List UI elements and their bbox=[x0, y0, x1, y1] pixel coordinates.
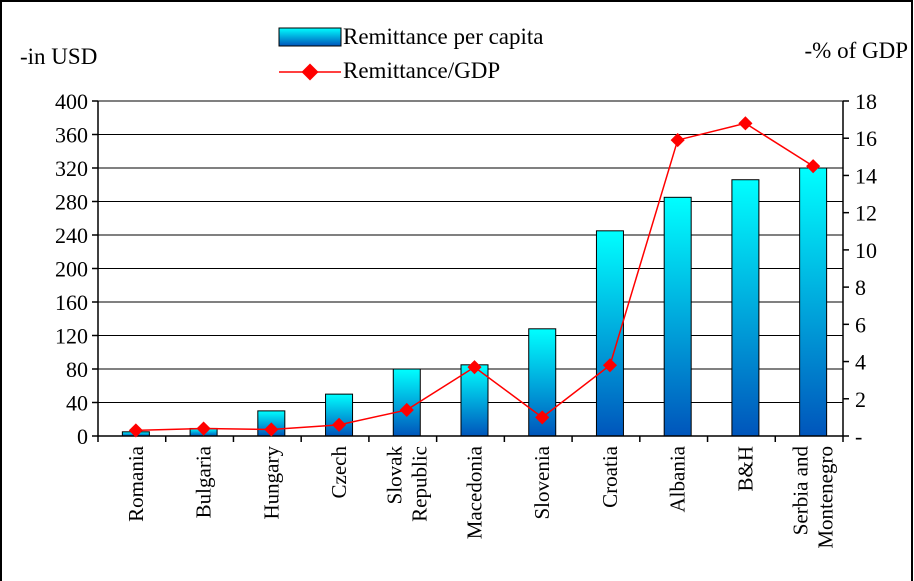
left-axis-tick-label: 320 bbox=[55, 156, 88, 181]
bar bbox=[799, 167, 828, 437]
right-axis-tick-label: 12 bbox=[855, 201, 877, 226]
category-label: Czech bbox=[327, 446, 351, 499]
left-axis-tick-label: 240 bbox=[55, 223, 88, 248]
line-marker bbox=[738, 116, 753, 131]
bar bbox=[392, 368, 421, 437]
legend-label-line: Remittance/GDP bbox=[343, 58, 500, 83]
left-axis-tick-label: 120 bbox=[55, 324, 88, 349]
bar bbox=[663, 196, 692, 437]
right-axis-tick-label: 6 bbox=[855, 312, 866, 337]
right-axis-tick-label: 4 bbox=[855, 350, 866, 375]
line-marker bbox=[128, 423, 143, 438]
bar bbox=[731, 179, 760, 437]
left-axis-unit-label: -in USD bbox=[20, 44, 97, 69]
left-axis-tick-label: 40 bbox=[66, 391, 88, 416]
right-axis-tick-label: 14 bbox=[855, 163, 877, 188]
category-label: Bulgaria bbox=[192, 445, 216, 518]
left-axis-tick-label: 160 bbox=[55, 290, 88, 315]
axes bbox=[92, 100, 849, 442]
line-marker bbox=[467, 360, 482, 375]
bar bbox=[460, 364, 489, 437]
axis-labels: 0 40 80 120 160 200 240 280 320 360 400 - 2 4 6 8 10 12 14… bbox=[55, 89, 877, 549]
category-label: Croatia bbox=[598, 445, 622, 507]
legend-swatch-bar bbox=[278, 27, 342, 47]
line-marker bbox=[196, 421, 211, 436]
line-marker bbox=[331, 417, 347, 432]
category-label: Slovak bbox=[382, 446, 406, 505]
category-label: Hungary bbox=[259, 446, 283, 520]
line-marker bbox=[399, 402, 414, 418]
left-axis-tick-label: 80 bbox=[66, 357, 88, 382]
line-marker bbox=[264, 422, 279, 437]
left-axis-tick-label: 360 bbox=[55, 123, 88, 148]
left-axis-tick-label: 400 bbox=[55, 89, 88, 114]
legend-label-bar: Remittance per capita bbox=[343, 24, 544, 49]
legend-swatch-marker bbox=[301, 63, 319, 81]
line-marker bbox=[535, 410, 550, 425]
right-axis-unit-label: -% of GDP bbox=[805, 38, 909, 63]
category-label: Macedonia bbox=[463, 445, 487, 539]
left-axis-tick-label: 280 bbox=[55, 190, 88, 215]
category-label: Montenegro bbox=[814, 446, 838, 549]
right-axis-tick-label: 8 bbox=[855, 275, 866, 300]
right-axis-tick-label: 2 bbox=[855, 387, 866, 412]
left-axis-tick-label: 0 bbox=[77, 424, 88, 449]
category-label: Slovenia bbox=[530, 445, 554, 519]
line-marker bbox=[602, 358, 618, 373]
category-label: Albania bbox=[666, 445, 690, 512]
line-series bbox=[128, 116, 821, 438]
category-label: Serbia and bbox=[789, 446, 813, 536]
bar-series bbox=[121, 167, 828, 437]
right-axis-tick-label: 16 bbox=[855, 126, 877, 151]
category-label: Romania bbox=[124, 445, 148, 521]
legend: Remittance per capita Remittance/GDP bbox=[278, 24, 544, 83]
category-label: Republic bbox=[407, 446, 431, 522]
category-label: B&H bbox=[733, 446, 757, 492]
right-axis-tick-label: - bbox=[855, 424, 862, 449]
line-marker bbox=[670, 133, 685, 148]
right-axis-tick-label: 10 bbox=[855, 238, 877, 263]
right-axis-tick-label: 18 bbox=[855, 89, 877, 114]
left-axis-tick-label: 200 bbox=[55, 257, 88, 282]
line-marker bbox=[806, 159, 821, 174]
